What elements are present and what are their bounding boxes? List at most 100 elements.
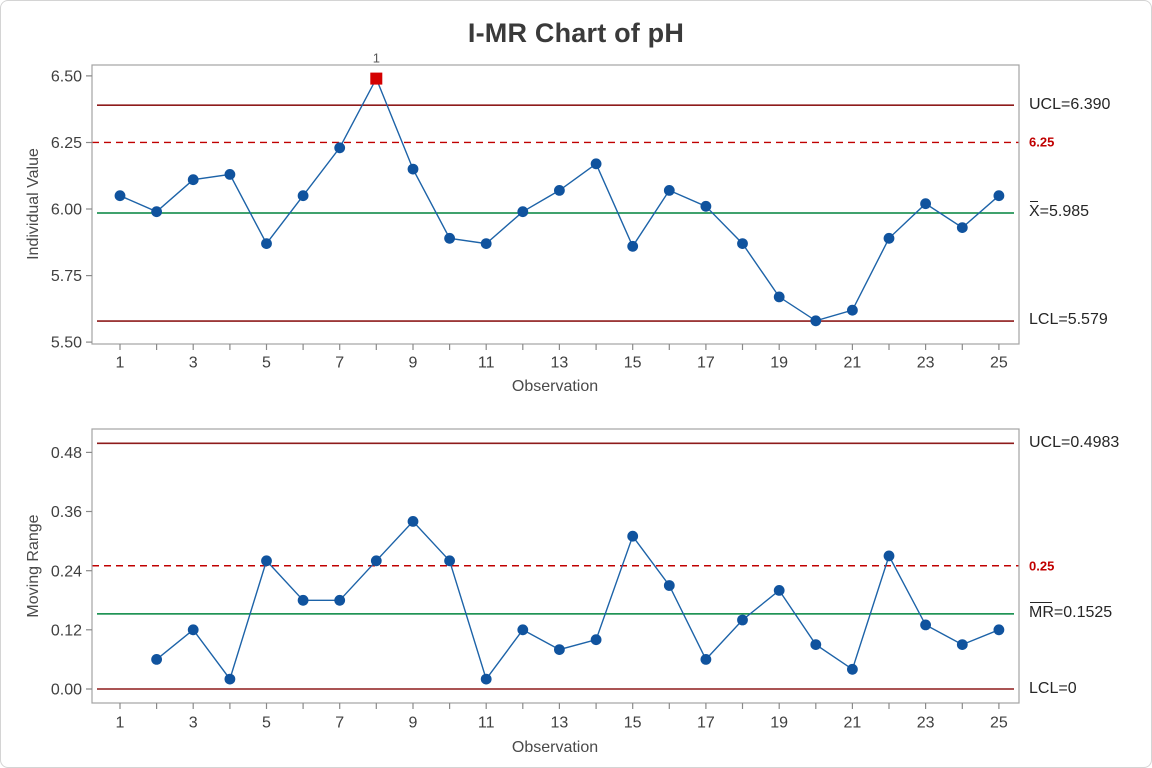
data-point-obs-2[interactable] [151, 654, 163, 665]
plot-frame [91, 428, 1020, 704]
data-point-obs-23[interactable] [920, 619, 931, 631]
x-tick-label: 21 [844, 715, 862, 732]
x-tick-label: 1 [116, 355, 125, 372]
data-point-obs-13[interactable] [554, 644, 565, 655]
mrbar-symbol: MR [1029, 602, 1054, 621]
data-point-obs-6[interactable] [297, 594, 309, 606]
x-tick-label: 3 [189, 715, 198, 732]
x-tick-label: 25 [990, 715, 1008, 732]
data-point-obs-24[interactable] [956, 639, 968, 650]
y-tick-label: 0.24 [51, 563, 82, 580]
data-point-obs-25[interactable] [993, 190, 1005, 202]
x-tick-label: 3 [189, 355, 198, 372]
x-tick-label: 17 [697, 715, 715, 732]
data-point-obs-23[interactable] [920, 198, 931, 210]
data-point-obs-11[interactable] [480, 673, 492, 685]
x-tick-label: 1 [116, 715, 125, 732]
y-tick-label: 0.12 [51, 622, 82, 639]
mrbar-value: =0.1525 [1053, 604, 1113, 621]
data-point-obs-1[interactable] [114, 190, 126, 202]
data-point-obs-9[interactable] [407, 163, 419, 175]
data-point-obs-6[interactable] [297, 190, 309, 202]
data-point-obs-18[interactable] [737, 238, 748, 250]
data-point-obs-17[interactable] [700, 654, 712, 665]
data-point-obs-21[interactable] [847, 663, 858, 675]
data-point-obs-20[interactable] [810, 315, 822, 327]
x-tick-label: 23 [917, 355, 935, 372]
data-point-obs-17[interactable] [700, 200, 712, 212]
data-point-obs-19[interactable] [773, 585, 785, 596]
x-tick-label: 21 [844, 355, 862, 372]
x-axis-title-observation-top: Observation [511, 378, 599, 395]
data-point-obs-5[interactable] [261, 238, 272, 250]
x-tick-label: 5 [262, 355, 271, 372]
data-point-obs-25[interactable] [993, 624, 1005, 636]
data-point-obs-19[interactable] [773, 291, 785, 303]
data-point-obs-22[interactable] [883, 550, 895, 562]
xbar-value: =5.985 [1039, 203, 1090, 220]
data-point-obs-15[interactable] [627, 530, 639, 542]
data-point-obs-3[interactable] [187, 624, 199, 636]
y-tick-label: 6.25 [51, 135, 82, 152]
ucl-label-moving-range: UCL=0.4983 [1029, 434, 1120, 451]
x-tick-label: 13 [551, 715, 569, 732]
x-tick-label: 11 [478, 715, 495, 732]
data-point-obs-4[interactable] [224, 169, 236, 180]
y-axis-title-moving-range: Moving Range [25, 514, 42, 618]
data-point-obs-12[interactable] [517, 624, 529, 636]
x-axis-title-observation-bottom: Observation [511, 739, 599, 756]
x-tick-label: 25 [990, 355, 1008, 372]
data-point-obs-8[interactable] [370, 555, 382, 567]
spec-label-individuals: 6.25 [1029, 134, 1055, 150]
data-point-obs-13[interactable] [554, 185, 565, 196]
data-point-obs-20[interactable] [810, 639, 822, 650]
x-tick-label: 19 [770, 715, 788, 732]
data-point-obs-2[interactable] [151, 206, 163, 218]
x-tick-label: 15 [624, 355, 642, 372]
data-point-obs-11[interactable] [480, 238, 492, 250]
y-tick-label: 6.50 [51, 69, 82, 86]
x-tick-label: 17 [697, 355, 715, 372]
data-point-obs-21[interactable] [847, 304, 858, 316]
series-line [156, 520, 1000, 681]
data-point-obs-14[interactable] [590, 158, 602, 170]
x-tick-label: 5 [262, 715, 271, 732]
data-point-obs-18[interactable] [737, 614, 748, 626]
x-tick-label: 9 [409, 715, 418, 732]
xbar-symbol: X [1029, 201, 1040, 220]
plot-frame [91, 64, 1020, 345]
data-point-obs-22[interactable] [883, 232, 895, 244]
spec-label-moving-range: 0.25 [1029, 558, 1055, 574]
x-tick-label: 7 [335, 715, 344, 732]
data-point-obs-5[interactable] [261, 555, 272, 567]
data-point-obs-7[interactable] [334, 594, 346, 606]
data-point-obs-9[interactable] [407, 516, 419, 527]
mean-label-individuals: X=5.985 [1029, 201, 1090, 221]
y-axis-title-individual-value: Individual Value [25, 148, 42, 260]
data-point-obs-15[interactable] [627, 240, 639, 252]
data-point-obs-10[interactable] [444, 555, 455, 567]
lcl-label-moving-range: LCL=0 [1029, 680, 1077, 697]
y-tick-label: 6.00 [51, 202, 82, 219]
y-tick-label: 5.75 [51, 268, 82, 285]
data-point-obs-16[interactable] [663, 580, 675, 591]
x-tick-label: 7 [335, 355, 344, 372]
out-of-control-point-obs-8[interactable] [370, 72, 383, 85]
x-tick-label: 9 [409, 355, 418, 372]
data-point-obs-7[interactable] [334, 142, 346, 154]
data-point-obs-3[interactable] [187, 174, 199, 186]
ucl-label-individuals: UCL=6.390 [1029, 96, 1111, 113]
data-point-obs-14[interactable] [590, 634, 602, 646]
out-of-control-flag-label: 1 [373, 51, 380, 66]
y-tick-label: 0.00 [51, 682, 82, 699]
x-tick-label: 23 [917, 715, 935, 732]
x-tick-label: 19 [770, 355, 788, 372]
data-point-obs-16[interactable] [663, 185, 675, 196]
data-point-obs-24[interactable] [956, 222, 968, 234]
x-tick-label: 15 [624, 715, 642, 732]
data-point-obs-4[interactable] [224, 673, 236, 685]
data-point-obs-10[interactable] [444, 232, 455, 244]
x-tick-label: 13 [551, 355, 569, 372]
data-point-obs-12[interactable] [517, 206, 529, 218]
